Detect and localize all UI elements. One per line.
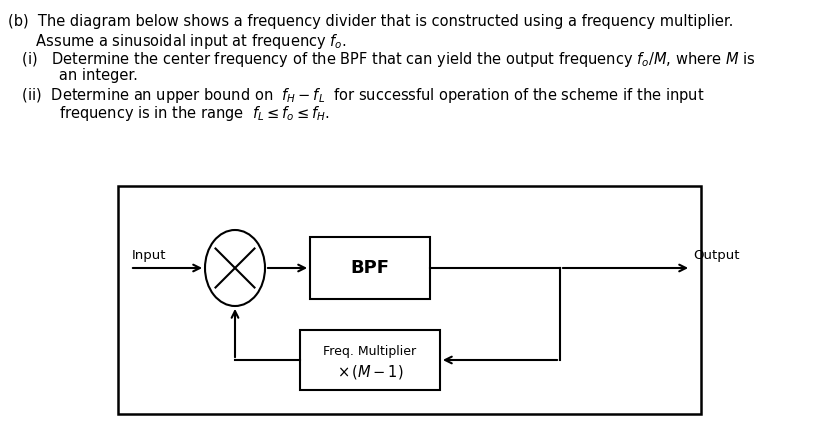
Bar — [118, 186, 701, 414]
Text: Input: Input — [132, 249, 167, 262]
Text: (ii)  Determine an upper bound on  $f_H - f_L$  for successful operation of the : (ii) Determine an upper bound on $f_H - … — [8, 86, 704, 105]
Text: BPF: BPF — [350, 259, 390, 277]
Text: frequency is in the range  $f_L \leq f_o \leq f_H$.: frequency is in the range $f_L \leq f_o … — [8, 104, 330, 123]
Bar — [300, 330, 440, 390]
Ellipse shape — [205, 230, 265, 306]
Bar — [310, 237, 430, 299]
Text: (i)   Determine the center frequency of the BPF that can yield the output freque: (i) Determine the center frequency of th… — [8, 50, 755, 69]
Text: an integer.: an integer. — [8, 68, 138, 83]
Text: (b)  The diagram below shows a frequency divider that is constructed using a fre: (b) The diagram below shows a frequency … — [8, 14, 733, 29]
Text: Freq. Multiplier: Freq. Multiplier — [323, 345, 417, 357]
Text: Output: Output — [693, 249, 740, 262]
Text: $\times\,(M - 1)$: $\times\,(M - 1)$ — [337, 363, 404, 381]
Text: Assume a sinusoidal input at frequency $f_o$.: Assume a sinusoidal input at frequency $… — [8, 32, 347, 51]
